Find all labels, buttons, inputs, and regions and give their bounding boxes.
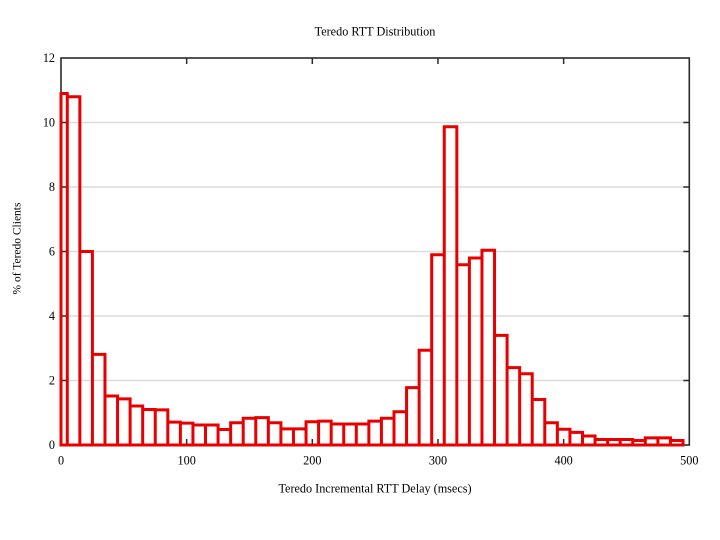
svg-text:500: 500: [680, 453, 698, 467]
svg-text:0: 0: [58, 453, 64, 467]
svg-text:100: 100: [178, 453, 196, 467]
svg-text:10: 10: [43, 116, 55, 130]
svg-text:200: 200: [303, 453, 321, 467]
svg-text:2: 2: [49, 374, 55, 388]
svg-text:300: 300: [429, 453, 447, 467]
svg-text:12: 12: [43, 51, 55, 65]
svg-text:4: 4: [49, 309, 55, 323]
svg-text:6: 6: [49, 245, 55, 259]
svg-text:% of Teredo Clients: % of Teredo Clients: [12, 202, 24, 294]
svg-text:0: 0: [49, 438, 55, 452]
svg-text:8: 8: [49, 180, 55, 194]
svg-text:Teredo RTT Distribution: Teredo RTT Distribution: [315, 25, 436, 39]
svg-text:400: 400: [554, 453, 572, 467]
svg-text:Teredo Incremental RTT Delay (: Teredo Incremental RTT Delay (msecs): [278, 482, 471, 496]
